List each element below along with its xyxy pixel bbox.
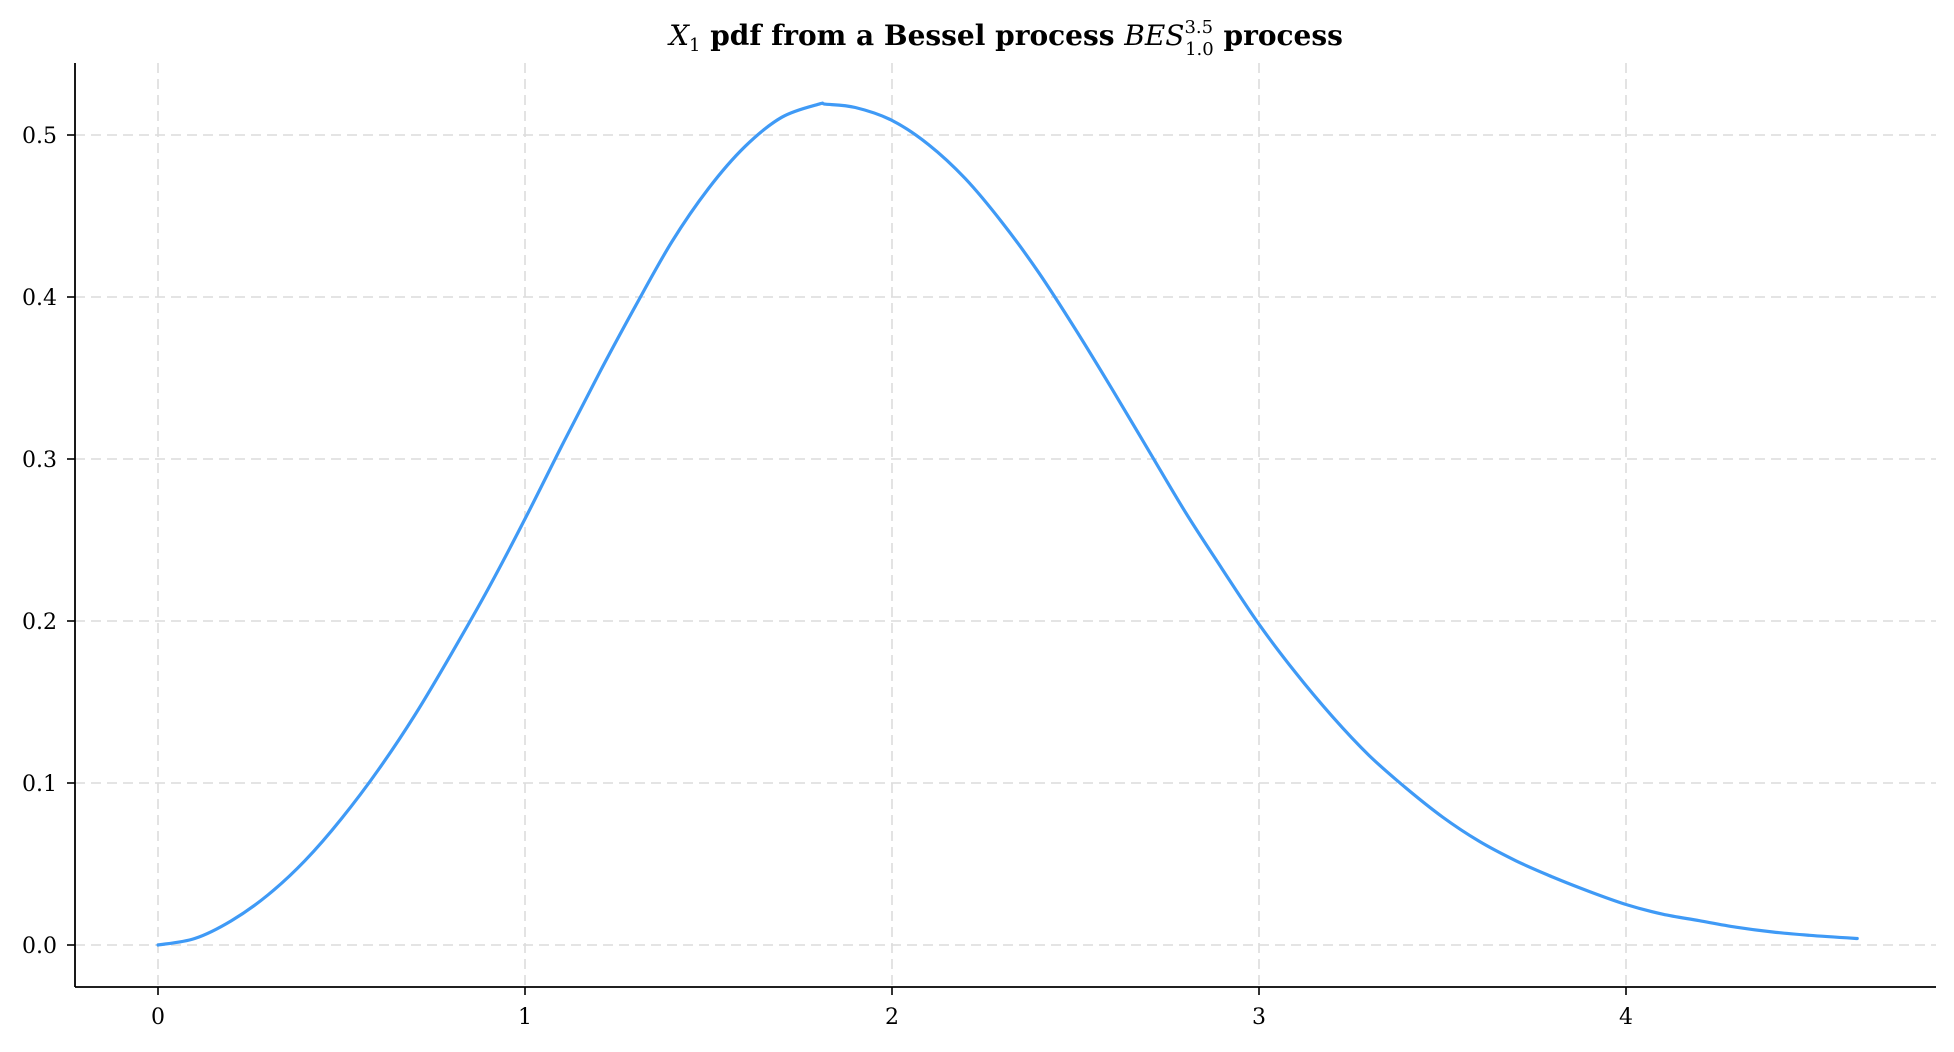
grid-lines: [75, 63, 1936, 987]
y-tick-label: 0.3: [22, 448, 57, 473]
title-math-bes-superscript: 3.5: [1184, 17, 1213, 38]
title-text-suffix: process: [1214, 19, 1343, 52]
x-tick-label: 4: [1619, 1005, 1633, 1030]
y-tick-label: 0.2: [22, 610, 57, 635]
tick-labels: 0 1 2 3 4 0.0 0.1 0.2 0.3 0.4 0.5: [22, 124, 1633, 1030]
x-tick-label: 2: [885, 1005, 899, 1030]
axes: [74, 63, 1936, 988]
title-math-bes: BES: [1123, 19, 1184, 52]
title-math-bes-subscript: 1.0: [1185, 39, 1214, 60]
pdf-series-line: [156, 101, 1859, 947]
y-tick-label: 0.1: [22, 772, 57, 797]
series-layer: [156, 101, 1859, 947]
y-tick-label: 0.0: [22, 934, 57, 959]
y-tick-label: 0.5: [22, 124, 57, 149]
y-tick-label: 0.4: [22, 286, 57, 311]
x-tick-label: 0: [151, 1005, 165, 1030]
x-tick-label: 3: [1252, 1005, 1266, 1030]
chart-title: X1 pdf from a Bessel process BES3.5 1.0 p…: [667, 17, 1343, 60]
title-math-x-subscript: 1: [689, 35, 700, 56]
x-tick-label: 1: [518, 1005, 532, 1030]
title-math-x: X: [667, 19, 690, 52]
title-text-middle: pdf from a Bessel process: [700, 19, 1124, 52]
